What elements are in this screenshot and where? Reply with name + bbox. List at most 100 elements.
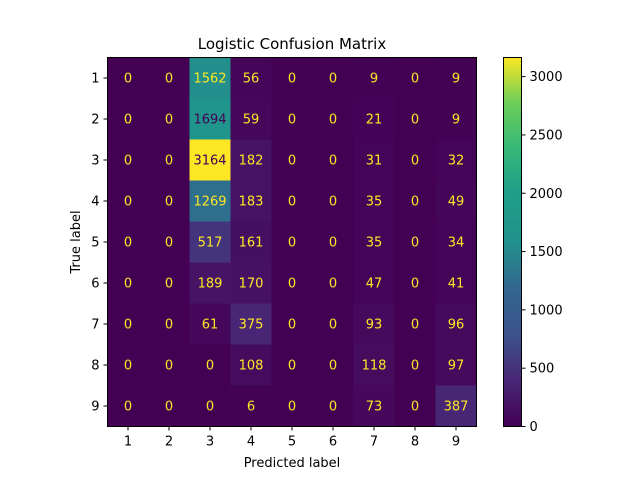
colorbar-tick-label: 1000: [530, 303, 563, 318]
cell-value-label: 47: [366, 277, 383, 292]
heatmap-cell: [148, 180, 190, 222]
heatmap-cell: [271, 344, 313, 386]
cell-value-label: 0: [165, 195, 173, 210]
heatmap-cell: [312, 344, 354, 386]
cell-value-label: 0: [329, 72, 337, 87]
heatmap-cell: [353, 139, 395, 181]
heatmap-cell: [435, 180, 477, 222]
colorbar-tick-label: 500: [530, 362, 555, 377]
heatmap-cell: [230, 57, 272, 99]
cell-value-label: 0: [124, 359, 132, 374]
cell-value-label: 34: [448, 236, 465, 251]
cell-value-label: 0: [288, 195, 296, 210]
cell-value-label: 0: [288, 400, 296, 415]
heatmap-cell: [435, 262, 477, 304]
cell-value-label: 0: [124, 113, 132, 128]
heatmap-cell: [148, 385, 190, 427]
heatmap-cell: [107, 180, 149, 222]
cell-value-label: 0: [206, 359, 214, 374]
heatmap-cell: [394, 180, 436, 222]
y-tick-label: 3: [91, 154, 99, 169]
cell-value-label: 182: [239, 154, 264, 169]
cell-value-label: 0: [165, 154, 173, 169]
y-axis-label: True label: [69, 210, 84, 274]
heatmap-cell: [189, 180, 231, 222]
cell-value-label: 0: [288, 72, 296, 87]
heatmap-cell: [189, 344, 231, 386]
heatmap-cell: [148, 98, 190, 140]
cell-value-label: 0: [288, 277, 296, 292]
cell-value-label: 0: [288, 318, 296, 333]
cell-value-label: 517: [198, 236, 223, 251]
cell-value-label: 6: [247, 400, 255, 415]
cell-value-label: 93: [366, 318, 383, 333]
colorbar-ticks: 0 500 1000 1500 2000 2500 3000: [521, 70, 563, 435]
heatmap-cell: [435, 344, 477, 386]
cell-value-label: 0: [124, 236, 132, 251]
x-tick-label: 6: [329, 435, 337, 450]
heatmap-cell: [271, 385, 313, 427]
heatmap-cell: [189, 139, 231, 181]
cell-value-label: 61: [202, 318, 219, 333]
cell-value-label: 0: [124, 400, 132, 415]
cell-value-label: 387: [444, 400, 469, 415]
cell-value-label: 73: [366, 400, 383, 415]
heatmap-cell: [353, 303, 395, 345]
cell-value-label: 0: [411, 359, 419, 374]
colorbar-tick-label: 2000: [530, 187, 563, 202]
x-tick-label: 4: [247, 435, 255, 450]
cell-value-label: 9: [452, 113, 460, 128]
cell-value-label: 0: [329, 195, 337, 210]
heatmap-cell: [435, 57, 477, 99]
cell-value-label: 41: [448, 277, 465, 292]
cell-value-label: 0: [288, 236, 296, 251]
heatmap-cell: [230, 139, 272, 181]
colorbar: [503, 57, 522, 427]
cell-value-label: 0: [329, 400, 337, 415]
heatmap-cell: [107, 344, 149, 386]
heatmap-cell: [353, 98, 395, 140]
cell-value-label: 49: [448, 195, 465, 210]
y-tick-label: 1: [91, 72, 99, 87]
cell-value-label: 170: [239, 277, 264, 292]
y-tick-label: 8: [91, 359, 99, 374]
cell-value-label: 375: [239, 318, 264, 333]
cell-value-label: 0: [124, 154, 132, 169]
cell-value-label: 1694: [193, 113, 226, 128]
heatmap-cell: [394, 303, 436, 345]
heatmap-cell: [271, 139, 313, 181]
heatmap-cell: [394, 262, 436, 304]
heatmap-cell: [271, 180, 313, 222]
cell-value-label: 189: [198, 277, 223, 292]
x-tick-label: 3: [206, 435, 214, 450]
heatmap-cell: [148, 303, 190, 345]
x-axis-label: Predicted label: [244, 456, 341, 471]
heatmap-cell: [271, 57, 313, 99]
cell-value-label: 1269: [193, 195, 226, 210]
heatmap-cell: [189, 262, 231, 304]
cell-value-label: 0: [288, 359, 296, 374]
heatmap-cell: [230, 221, 272, 263]
cell-value-label: 0: [411, 113, 419, 128]
cell-value-label: 0: [411, 277, 419, 292]
cell-value-label: 0: [329, 318, 337, 333]
heatmap-cell: [394, 344, 436, 386]
heatmap-cell: [230, 180, 272, 222]
heatmap-cell: [107, 303, 149, 345]
heatmap-cells: 0 0 1562 56 0 0 9 0 9 0 0 1694 59 0 0 21 0 9 0 0 3164 182 0 0 31…: [107, 57, 477, 427]
y-tick-label: 4: [91, 195, 99, 210]
heatmap-cell: [353, 180, 395, 222]
heatmap-cell: [435, 303, 477, 345]
colorbar-tick-label: 2500: [530, 128, 563, 143]
cell-value-label: 0: [329, 236, 337, 251]
heatmap-cell: [312, 180, 354, 222]
cell-value-label: 0: [411, 154, 419, 169]
heatmap-cell: [353, 385, 395, 427]
y-tick-label: 7: [91, 318, 99, 333]
cell-value-label: 0: [411, 318, 419, 333]
heatmap-cell: [107, 98, 149, 140]
cell-value-label: 59: [243, 113, 260, 128]
x-tick-label: 8: [411, 435, 419, 450]
